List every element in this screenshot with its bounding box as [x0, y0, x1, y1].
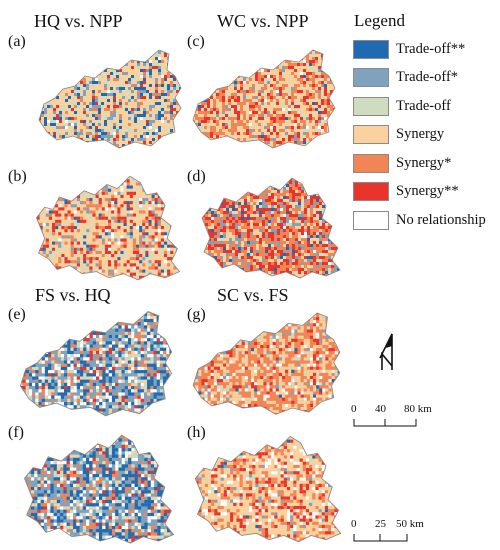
- scale-tick-label: 80 km: [404, 403, 432, 415]
- title-fs-vs-hq: FS vs. HQ: [35, 285, 111, 305]
- scale-bar-lower: 0 25 50 km: [351, 518, 424, 542]
- legend-swatch: [353, 68, 389, 87]
- map-panel-g: [192, 312, 341, 415]
- map-panel-c: [192, 49, 336, 149]
- map-panel-d: [201, 177, 341, 279]
- legend-swatch: [353, 96, 389, 116]
- panel-label-f: (f): [8, 424, 24, 441]
- legend-item: Synergy*: [353, 152, 451, 174]
- map-panel-f: [23, 434, 175, 544]
- title-sc-vs-fs: SC vs. FS: [217, 285, 289, 305]
- legend-label: Synergy*: [396, 154, 452, 171]
- legend-label: Trade-off**: [396, 40, 466, 57]
- map-panel-e: [19, 311, 173, 417]
- legend-label: Trade-off: [396, 97, 451, 114]
- legend-item: Synergy: [353, 124, 444, 146]
- legend-item: Trade-off*: [353, 67, 458, 89]
- panel-label-c: (c): [187, 33, 205, 50]
- panel-label-h: (h): [187, 424, 206, 441]
- legend-item: Trade-off**: [353, 38, 465, 60]
- legend-label: Trade-off*: [396, 69, 459, 85]
- legend-item: No relationship: [353, 209, 486, 231]
- scale-tick-label: 40: [375, 403, 386, 415]
- legend-label: Synergy: [396, 126, 445, 142]
- legend-item: Synergy**: [353, 181, 459, 203]
- legend-swatch: [353, 153, 389, 173]
- map-panel-h: [194, 435, 342, 543]
- title-wc-vs-npp: WC vs. NPP: [217, 11, 309, 31]
- panel-label-a: (a): [8, 33, 26, 50]
- scale-bar-upper: 0 40 80 km: [351, 403, 432, 427]
- scale-tick-label: 0: [351, 403, 357, 415]
- panel-label-e: (e): [8, 306, 26, 323]
- panel-label-b: (b): [8, 168, 27, 185]
- map-panel-b: [35, 175, 181, 281]
- title-hq-vs-npp: HQ vs. NPP: [34, 11, 123, 31]
- scale-bar-line: [353, 534, 408, 542]
- map-panel-a: [38, 49, 182, 149]
- panel-label-g: (g): [187, 306, 206, 323]
- legend-title: Legend: [354, 11, 405, 30]
- legend-swatch: [353, 182, 389, 201]
- legend-swatch: [353, 210, 389, 230]
- legend-swatch: [353, 125, 389, 144]
- legend-item: Trade-off: [353, 95, 451, 117]
- legend-label: No relationship: [396, 211, 486, 228]
- legend-swatch: [353, 39, 389, 59]
- scale-tick-label: 50 km: [396, 518, 424, 530]
- panel-label-d: (d): [187, 168, 206, 185]
- legend-label: Synergy**: [396, 183, 459, 199]
- scale-bar-line: [353, 419, 417, 427]
- north-arrow-icon: [379, 333, 393, 370]
- scale-tick-label: 25: [375, 518, 386, 530]
- scale-tick-label: 0: [351, 518, 357, 530]
